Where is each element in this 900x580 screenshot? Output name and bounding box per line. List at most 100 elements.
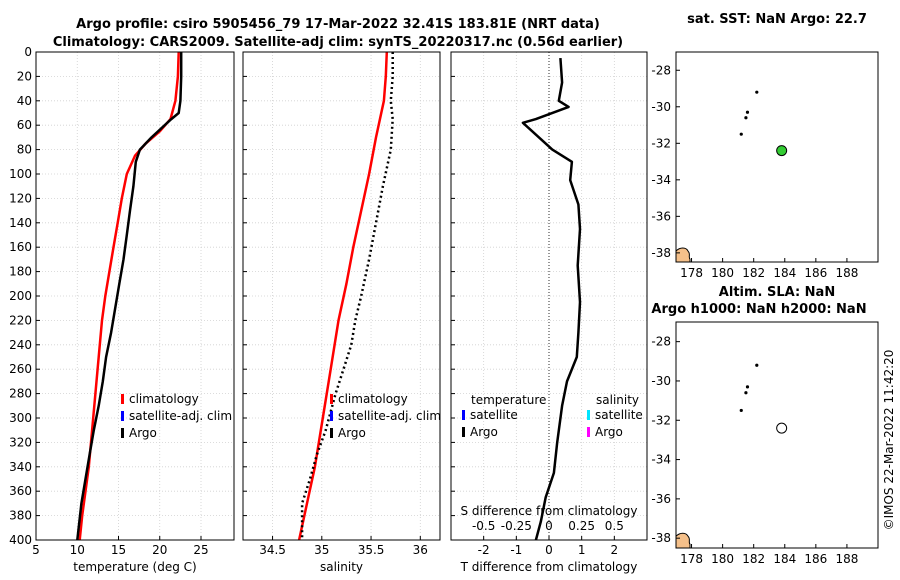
salinity-xtick-label: 36 <box>413 543 428 557</box>
legend-temp-argo-label: Argo <box>470 425 498 439</box>
depth-tick-label: 80 <box>17 143 32 157</box>
map-sst-ytick-label: -38 <box>651 246 671 260</box>
map-sst-axes-border <box>675 51 879 263</box>
map-sla-xtick-label: 184 <box>773 552 796 566</box>
salinity-legend-satellite-label: satellite-adj. clim <box>338 409 441 423</box>
map-sla-axes-border <box>675 321 879 549</box>
salinity-legend-argo-swatch <box>330 428 333 438</box>
map-sla-ytick-label: -32 <box>651 413 671 427</box>
depth-tick-label: 60 <box>17 118 32 132</box>
temperature-xlabel: temperature (deg C) <box>73 560 196 574</box>
temperature-xtick-label: 20 <box>152 543 167 557</box>
temperature-legend-satellite-swatch <box>121 411 124 421</box>
map-sla-track-point <box>745 385 750 389</box>
temperature-legend-satellite-label: satellite-adj. clim <box>129 409 232 423</box>
map-sst-xtick-label: 182 <box>742 266 765 280</box>
difference-xtick-label: -2 <box>478 543 490 557</box>
map-sla-xtick-label: 186 <box>804 552 827 566</box>
depth-tick-label: 100 <box>9 167 32 181</box>
depth-tick-label: 280 <box>9 387 32 401</box>
depth-tick-label: 300 <box>9 411 32 425</box>
legend-sal-satellite-swatch <box>587 410 590 420</box>
salinity-axes-border <box>242 51 441 541</box>
map-sla-xtick-label: 180 <box>711 552 734 566</box>
map-sla-xtick-label: 188 <box>835 552 858 566</box>
map-sla-track-point <box>755 363 759 367</box>
salinity-xlabel: salinity <box>320 560 363 574</box>
map-sla-xtick-label: 178 <box>680 552 703 566</box>
depth-tick-label: 180 <box>9 265 32 279</box>
depth-tick-label: 160 <box>9 240 32 254</box>
map-sst-ytick-label: -28 <box>651 63 671 77</box>
map-sst-ytick-label: -32 <box>651 136 671 150</box>
map-sst-xtick-label: 178 <box>680 266 703 280</box>
figure-title-line1: Argo profile: csiro 5905456_79 17-Mar-20… <box>76 17 600 32</box>
difference-xtick-label: 2 <box>611 543 619 557</box>
depth-tick-label: 200 <box>9 289 32 303</box>
imos-credit: ©IMOS 22-Mar-2022 11:42:20 <box>882 350 896 531</box>
map-sst-xtick-label: 186 <box>804 266 827 280</box>
depth-tick-label: 340 <box>9 460 32 474</box>
map-sla-track-point <box>739 408 743 413</box>
map-sla-ytick-label: -36 <box>651 492 671 506</box>
temperature-legend-climatology-swatch <box>121 394 124 404</box>
depth-tick-label: 120 <box>9 191 32 205</box>
figure-title-line2: Climatology: CARS2009. Satellite-adj cli… <box>53 35 623 50</box>
legend-sal-argo-label: Argo <box>595 425 623 439</box>
map-sst-xtick-label: 184 <box>773 266 796 280</box>
salinity-legend-climatology-swatch <box>330 394 333 404</box>
map-sla-ytick-label: -30 <box>651 374 671 388</box>
map-sst-track-point <box>745 110 750 114</box>
legend-sal-satellite-label: satellite <box>595 408 643 422</box>
legend-header-temperature: temperature <box>471 393 546 407</box>
salinity-xtick-label: 34.5 <box>259 543 286 557</box>
depth-tick-label: 240 <box>9 338 32 352</box>
map-sla-axes-bg <box>676 322 878 548</box>
map-sst-ytick-label: -34 <box>651 173 671 187</box>
map-sst-track-point <box>744 116 748 120</box>
depth-tick-label: 260 <box>9 362 32 376</box>
map-sla-land <box>675 532 691 549</box>
salinity-xtick-label: 35.5 <box>358 543 385 557</box>
temperature-axes-border <box>35 51 235 541</box>
salinity-legend-satellite-swatch <box>330 411 333 421</box>
map-sla-title-line2: Argo h1000: NaN h2000: NaN <box>651 302 866 317</box>
depth-tick-label: 360 <box>9 484 32 498</box>
depth-tick-label: 400 <box>9 533 32 547</box>
difference-top-tick-label: -0.25 <box>501 519 532 533</box>
legend-header-salinity: salinity <box>596 393 639 407</box>
map-sla-ytick-label: -28 <box>651 335 671 349</box>
difference-top-tick-label: 0.25 <box>568 519 595 533</box>
depth-tick-label: 0 <box>24 45 32 59</box>
map-sst-track-point <box>755 90 759 94</box>
salinity-axes-bg <box>243 52 440 540</box>
difference-top-tick-label: -0.5 <box>472 519 495 533</box>
depth-tick-label: 320 <box>9 435 32 449</box>
map-sst-track-point <box>739 132 743 136</box>
legend-sal-argo-swatch <box>587 427 590 437</box>
depth-tick-label: 140 <box>9 216 32 230</box>
difference-xtick-label: 1 <box>578 543 586 557</box>
map-sst-axes-bg <box>676 52 878 262</box>
map-sla-ytick-label: -34 <box>651 453 671 467</box>
map-sst-ytick-label: -30 <box>651 100 671 114</box>
difference-series-argo <box>521 58 582 541</box>
difference-xlabel: T difference from climatology <box>460 560 638 574</box>
temperature-legend-argo-swatch <box>121 428 124 438</box>
temperature-series-argo <box>76 52 183 541</box>
salinity-series-argo <box>300 52 394 540</box>
map-sst-land <box>675 247 691 263</box>
temperature-xtick-label: 10 <box>70 543 85 557</box>
legend-temp-satellite-swatch <box>462 410 465 420</box>
temperature-legend-climatology-label: climatology <box>129 392 199 406</box>
difference-top-axis-label: S difference from climatology <box>461 504 638 518</box>
map-sst-xtick-label: 180 <box>711 266 734 280</box>
salinity-legend-climatology-label: climatology <box>338 392 408 406</box>
map-sla-profile-marker <box>776 422 788 434</box>
difference-top-tick-label: 0 <box>545 519 553 533</box>
map-sst-profile-marker <box>776 145 788 157</box>
difference-top-tick-label: 0.5 <box>605 519 624 533</box>
depth-tick-label: 220 <box>9 313 32 327</box>
